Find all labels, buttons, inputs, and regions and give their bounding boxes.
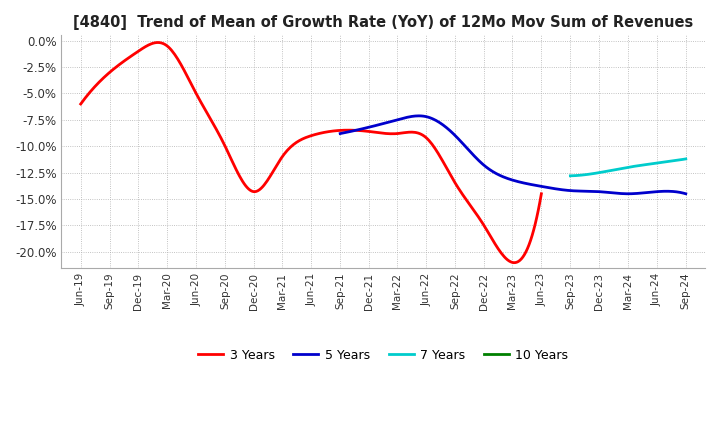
Line: 5 Years: 5 Years <box>341 116 685 194</box>
Title: [4840]  Trend of Mean of Growth Rate (YoY) of 12Mo Mov Sum of Revenues: [4840] Trend of Mean of Growth Rate (YoY… <box>73 15 693 30</box>
Line: 3 Years: 3 Years <box>81 43 541 263</box>
Line: 7 Years: 7 Years <box>570 159 685 176</box>
Legend: 3 Years, 5 Years, 7 Years, 10 Years: 3 Years, 5 Years, 7 Years, 10 Years <box>194 344 573 367</box>
